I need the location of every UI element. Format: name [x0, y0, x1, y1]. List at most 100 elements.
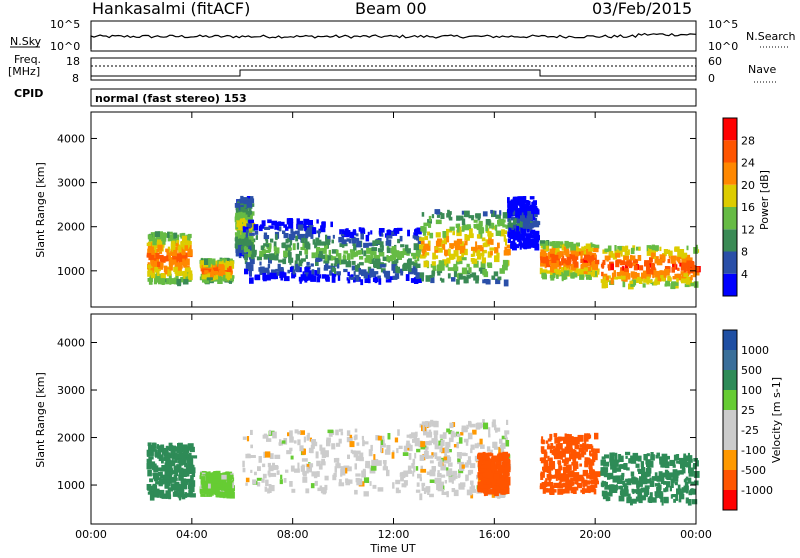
- cell: [316, 247, 320, 254]
- cell: [464, 225, 470, 230]
- cell: [440, 439, 445, 447]
- cell: [246, 227, 253, 231]
- cell: [417, 255, 420, 262]
- cell: [667, 249, 671, 254]
- cell: [166, 255, 171, 260]
- cell: [641, 472, 646, 478]
- cell: [565, 241, 569, 247]
- cell: [685, 278, 690, 285]
- cell: [265, 479, 269, 486]
- cell: [620, 485, 623, 491]
- cell: [563, 460, 567, 467]
- cell: [152, 463, 156, 470]
- cell: [451, 277, 456, 282]
- cell: [627, 493, 631, 499]
- cell: [623, 255, 630, 261]
- cell: [495, 214, 501, 219]
- cell: [480, 261, 486, 268]
- cell: [331, 273, 337, 277]
- cell: [475, 213, 481, 219]
- cell: [428, 440, 432, 446]
- cell: [336, 263, 340, 269]
- cell: [312, 239, 316, 245]
- cell: [278, 259, 284, 263]
- cell: [302, 471, 307, 477]
- velocity-colorbar-swatch: [723, 450, 737, 470]
- cell: [333, 472, 337, 477]
- cell: [664, 266, 670, 270]
- cell: [574, 457, 577, 462]
- cell: [178, 245, 182, 253]
- cell: [188, 481, 194, 489]
- cell: [446, 470, 452, 477]
- cell: [176, 447, 183, 454]
- cell: [220, 487, 225, 491]
- cell: [446, 236, 450, 243]
- cell: [420, 445, 427, 450]
- cell: [605, 495, 609, 502]
- cell: [255, 235, 258, 240]
- cell: [320, 257, 323, 262]
- cell: [355, 233, 359, 237]
- cell: [332, 234, 335, 239]
- cell: [341, 240, 347, 245]
- cell: [450, 432, 457, 438]
- cpid-text: normal (fast stereo) 153: [95, 92, 247, 105]
- cell: [201, 274, 207, 280]
- cell: [487, 231, 492, 237]
- cell: [607, 245, 612, 252]
- cell: [637, 480, 643, 487]
- cell: [479, 438, 483, 445]
- cell: [502, 219, 506, 223]
- cell: [165, 492, 171, 499]
- cell: [456, 452, 461, 457]
- cell: [328, 249, 331, 255]
- cell: [539, 267, 543, 275]
- cell: [385, 279, 392, 283]
- cell: [660, 270, 666, 277]
- cell: [343, 243, 348, 247]
- cell: [683, 262, 689, 269]
- cell: [467, 470, 472, 476]
- cell: [289, 447, 293, 452]
- cell: [444, 447, 450, 453]
- cell: [625, 455, 628, 459]
- cell: [241, 245, 244, 251]
- cell: [458, 273, 463, 280]
- nsky-label: N.Sky: [10, 35, 42, 48]
- cell: [483, 484, 490, 488]
- cell: [608, 267, 611, 271]
- cell: [510, 211, 513, 217]
- cell: [188, 459, 194, 466]
- cell: [304, 268, 310, 273]
- cell: [604, 283, 608, 288]
- cell: [299, 445, 304, 452]
- cell: [162, 237, 166, 245]
- cell: [427, 490, 430, 495]
- cell: [334, 466, 337, 473]
- cell: [219, 491, 224, 498]
- cell: [431, 466, 436, 472]
- y-tick-label: 4000: [57, 132, 85, 145]
- beam-title: Beam 00: [355, 0, 427, 18]
- cell: [412, 253, 417, 260]
- cell: [420, 468, 427, 473]
- cell: [415, 262, 418, 270]
- cell: [324, 243, 328, 250]
- cell: [654, 483, 661, 487]
- cell: [673, 265, 676, 269]
- cell: [494, 255, 500, 263]
- cell: [674, 481, 678, 486]
- cell: [541, 436, 544, 440]
- cell: [523, 230, 527, 235]
- cell: [431, 438, 435, 444]
- cell: [360, 232, 364, 240]
- cell: [245, 482, 248, 486]
- cell: [155, 481, 161, 485]
- cell: [226, 491, 231, 499]
- cell: [319, 251, 323, 258]
- cell: [254, 275, 260, 280]
- cell: [677, 259, 681, 264]
- cell: [268, 253, 275, 261]
